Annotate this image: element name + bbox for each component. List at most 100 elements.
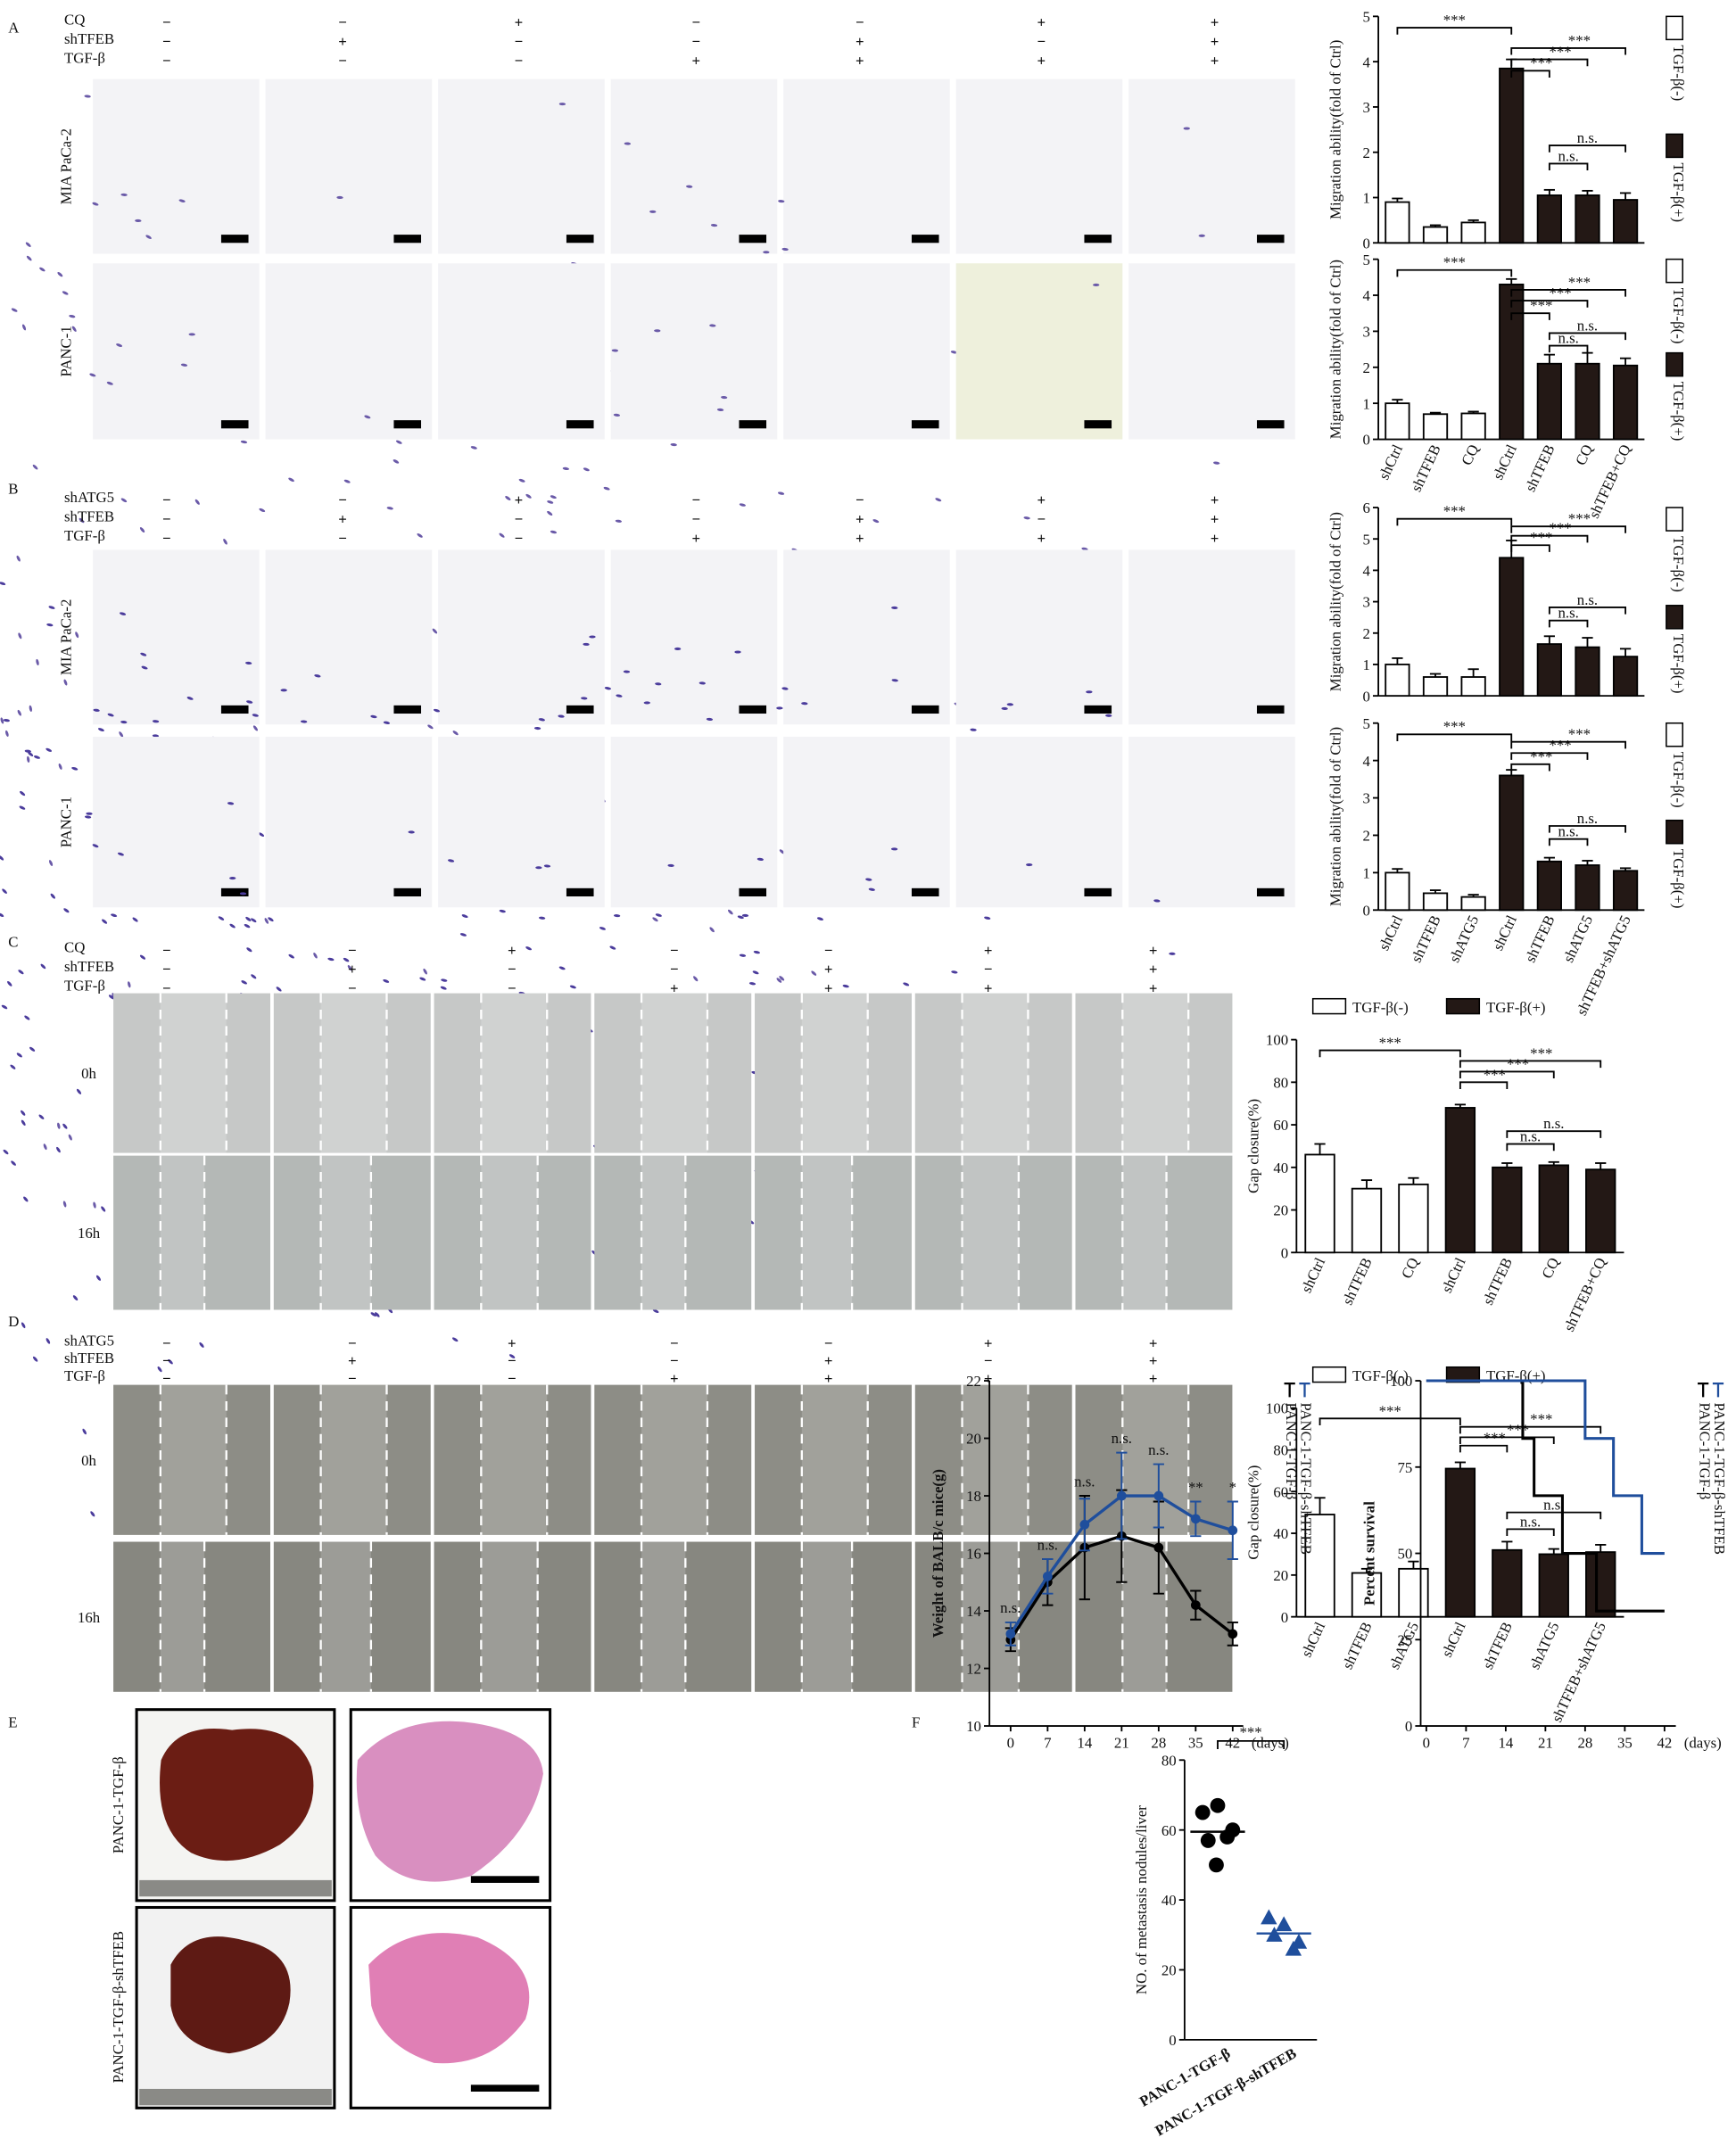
- bar: [1422, 676, 1449, 698]
- wound-gap: [481, 1541, 538, 1692]
- cell: [79, 517, 85, 524]
- cell: [199, 1341, 204, 1348]
- ruler: [139, 2088, 332, 2106]
- cell: [244, 923, 251, 929]
- condition-sign: −: [162, 980, 171, 997]
- legend-swatch: [1666, 605, 1683, 630]
- significance-bracket: [1510, 763, 1550, 772]
- cell: [890, 847, 898, 851]
- legend-swatch: [1666, 507, 1683, 532]
- wound-gap: [641, 1155, 686, 1310]
- data-point: [1190, 1514, 1201, 1524]
- scale-bar: [393, 705, 422, 714]
- condition-sign: +: [1149, 1352, 1158, 1369]
- row-label: PANC-1-TGF-β-shTFEB: [110, 1931, 127, 2083]
- micrograph: [93, 263, 260, 440]
- x-tick-label: 21: [1538, 1735, 1553, 1752]
- cell: [649, 210, 657, 213]
- cell: [68, 1134, 72, 1141]
- row-label: PANC-1-TGF-β: [110, 1756, 127, 1853]
- y-tick-label: 3: [1363, 99, 1370, 116]
- scale-bar: [566, 887, 594, 896]
- cell: [45, 1338, 51, 1344]
- cell: [2, 888, 7, 894]
- significance-label: ***: [1568, 510, 1591, 527]
- cell: [246, 947, 252, 953]
- cell: [157, 1366, 162, 1373]
- liver-photos: [135, 1708, 552, 2109]
- wound-gap: [801, 1155, 853, 1310]
- condition-sign: +: [1149, 1370, 1158, 1387]
- micrograph: [265, 263, 433, 440]
- cell: [518, 478, 525, 483]
- cell: [709, 324, 716, 327]
- cell: [240, 440, 248, 444]
- significance-label: n.s.: [1037, 1536, 1058, 1553]
- bar: [1422, 226, 1449, 244]
- micrograph: [113, 1384, 271, 1535]
- legend-symbol: [1284, 1382, 1295, 1398]
- cell: [76, 1088, 82, 1094]
- wound-gap: [1122, 1541, 1167, 1692]
- y-tick-label: 3: [1363, 790, 1370, 807]
- micrograph: [955, 263, 1123, 440]
- cell: [737, 915, 744, 920]
- cell: [327, 957, 335, 962]
- cell: [108, 995, 115, 1000]
- condition-sign: −: [508, 1370, 517, 1387]
- cell: [18, 970, 24, 975]
- significance-bracket: [1548, 619, 1589, 628]
- cell: [686, 185, 693, 188]
- condition-label: shTFEB: [64, 508, 114, 524]
- cell: [655, 913, 662, 917]
- bar: [1422, 413, 1449, 441]
- legend-label: TGF-β(-): [1670, 45, 1687, 101]
- wound-gap: [1122, 1155, 1167, 1310]
- condition-sign: +: [984, 980, 993, 997]
- cell: [258, 832, 265, 838]
- cell: [92, 202, 99, 206]
- bar: [1444, 1467, 1476, 1618]
- cell: [777, 491, 785, 495]
- cell: [11, 308, 18, 312]
- micrograph: [1075, 993, 1233, 1153]
- cell: [547, 510, 553, 516]
- significance-label: ***: [1507, 1055, 1529, 1072]
- cell: [716, 408, 724, 412]
- row-label: MIA PaCa-2: [58, 599, 75, 675]
- condition-sign: −: [162, 1352, 171, 1369]
- cell: [21, 1322, 26, 1329]
- micrograph: [1128, 263, 1295, 440]
- significance-bracket: [1548, 332, 1626, 341]
- liver: [160, 1729, 314, 1861]
- cell: [1006, 703, 1013, 706]
- cell: [461, 914, 468, 919]
- scale-bar: [1256, 705, 1285, 714]
- wound-gap: [641, 1384, 707, 1535]
- condition-sign: −: [338, 14, 347, 31]
- condition-sign: −: [670, 961, 679, 978]
- y-tick-label: 20: [1273, 1567, 1288, 1584]
- scale-bar: [220, 705, 249, 714]
- x-tick-label: 42: [1225, 1735, 1240, 1752]
- bar: [1422, 892, 1449, 912]
- y-tick-label: 50: [1398, 1546, 1413, 1563]
- micrograph: [113, 993, 271, 1153]
- wound-gap: [160, 1541, 205, 1692]
- cell: [251, 918, 257, 923]
- cell: [710, 224, 718, 227]
- panel-letter: B: [8, 481, 18, 498]
- cell: [613, 413, 621, 417]
- significance-bracket: [1506, 1143, 1555, 1152]
- significance-bracket: [1510, 289, 1626, 297]
- micrograph: [93, 78, 260, 254]
- cell: [23, 1196, 29, 1202]
- cell: [1026, 863, 1033, 867]
- y-tick-label: 5: [1363, 252, 1370, 268]
- cell: [33, 755, 41, 759]
- significance-label: n.s.: [1000, 1599, 1021, 1616]
- scale-bar: [911, 235, 939, 244]
- cell: [62, 291, 69, 295]
- bar: [1398, 1567, 1429, 1618]
